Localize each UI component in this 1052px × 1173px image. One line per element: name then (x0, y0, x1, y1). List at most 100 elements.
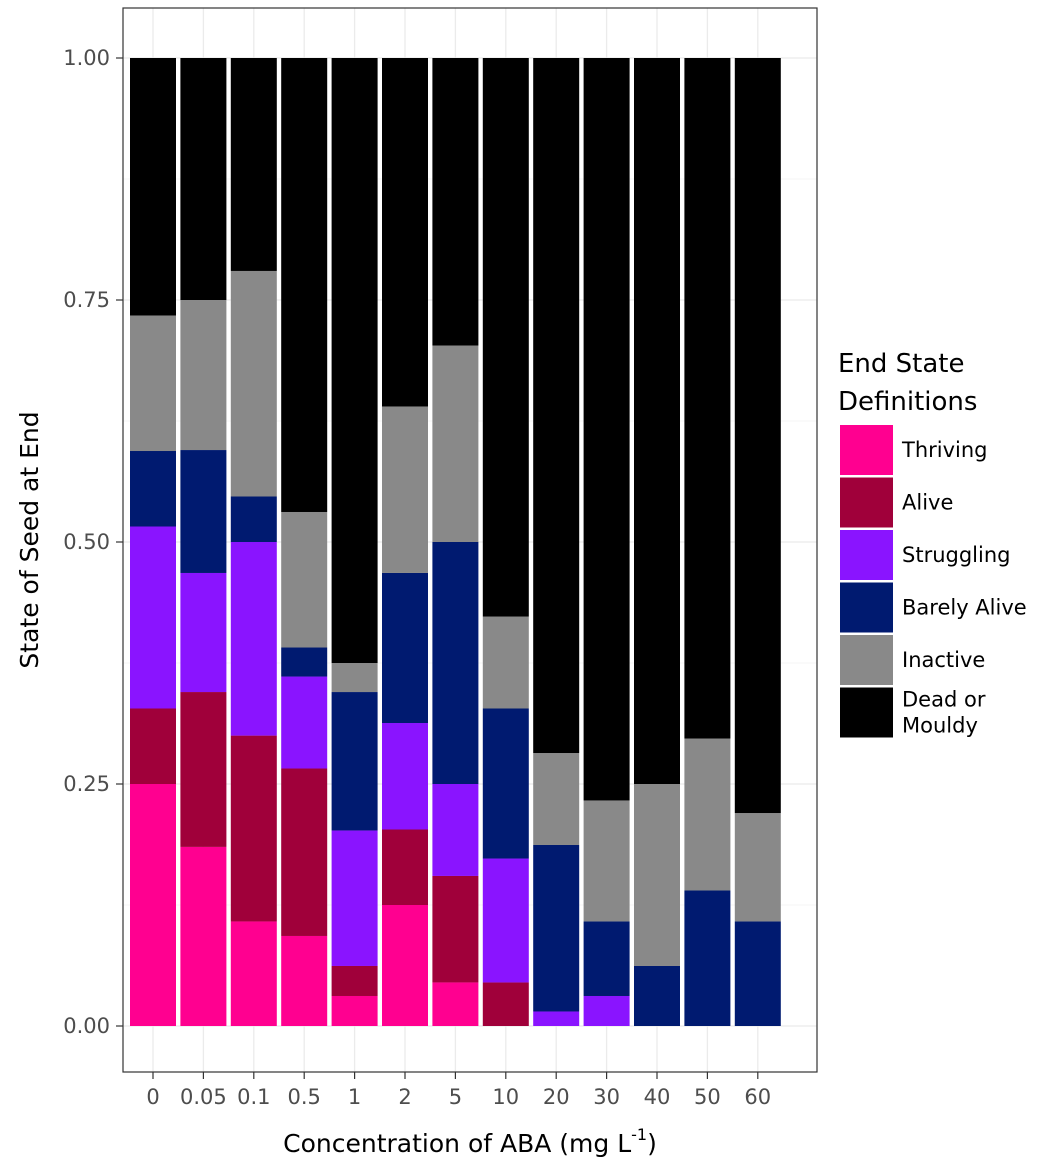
x-axis-title-superscript: -1 (631, 1125, 647, 1144)
x-tick-label: 2 (398, 1085, 411, 1109)
bar-segment (230, 496, 277, 542)
bars (130, 58, 781, 1026)
bar-segment (230, 542, 277, 736)
legend-label: Struggling (902, 543, 1010, 567)
bar-segment (382, 829, 428, 905)
legend: End State Definitions Thriving Alive Strug… (838, 349, 1027, 738)
legend-swatch (840, 582, 893, 633)
bar-segment (432, 58, 479, 346)
x-tick-label: 20 (543, 1085, 570, 1109)
bar-segment (230, 58, 277, 271)
bar-segment (180, 692, 227, 847)
bar-segment (180, 300, 227, 451)
x-tick-label: 0 (146, 1085, 159, 1109)
bar-segment (130, 451, 176, 527)
legend-title-line-2: Definitions (838, 387, 977, 417)
x-tick-label: 50 (694, 1085, 721, 1109)
bar-segment (331, 692, 378, 831)
bar-segment (533, 844, 580, 1012)
legend-swatch (840, 635, 893, 685)
bar-segment (331, 663, 378, 693)
bar-segment (482, 708, 529, 859)
bar-segment (180, 572, 227, 693)
legend-title-line-1: End State (838, 349, 965, 379)
bar-segment (382, 572, 428, 724)
bar-segment (130, 58, 176, 316)
bar-segment (382, 905, 428, 1026)
legend-swatch (840, 477, 893, 528)
bar-segment (331, 58, 378, 663)
bar-segment (382, 58, 428, 407)
bar-segment (734, 813, 781, 922)
legend-label-line: Thriving (901, 438, 988, 462)
x-tick-label: 10 (492, 1085, 519, 1109)
x-tick-label: 30 (593, 1085, 620, 1109)
bar-segment (533, 58, 580, 754)
bar-segment (180, 846, 227, 1026)
bar-segment (180, 450, 227, 573)
bar-segment (180, 58, 227, 300)
y-tick-label: 0.50 (63, 530, 110, 554)
y-tick-label: 0.75 (63, 288, 110, 312)
y-tick-label: 0.00 (63, 1014, 110, 1038)
bar-segment (482, 982, 529, 1026)
bar-segment (734, 58, 781, 814)
x-tick-label: 60 (744, 1085, 771, 1109)
legend-swatch (840, 687, 893, 738)
legend-label: Barely Alive (902, 596, 1027, 620)
bar-segment (331, 965, 378, 996)
legend-label: Inactive (902, 648, 985, 672)
plot-panel-border (122, 7, 818, 1073)
bar-segment (432, 875, 479, 983)
bar-segment (583, 800, 630, 922)
legend-label-line: Alive (902, 491, 953, 515)
legend-label-line: Dead or (902, 688, 986, 712)
bar-segment (281, 935, 328, 1026)
legend-items: Thriving Alive Struggling Barely Alive Inact… (840, 425, 1027, 738)
bar-segment (130, 708, 176, 784)
legend-swatch (840, 425, 893, 475)
bar-segment (382, 723, 428, 830)
bar-segment (432, 345, 479, 542)
bar-segment (230, 921, 277, 1026)
x-axis-ticks: 0 0.05 0.1 0.5 1 2 5 10 20 30 40 50 60 (146, 1072, 771, 1109)
bar-segment (281, 58, 328, 512)
bar-segment (130, 526, 176, 709)
bar-segment (331, 830, 378, 966)
bar-segment (281, 511, 328, 648)
bar-segment (684, 58, 731, 739)
x-tick-label: 0.05 (180, 1085, 227, 1109)
x-axis-title-main: Concentration of ABA (mg L (283, 1129, 631, 1158)
bar-segment (533, 753, 580, 845)
y-tick-label: 1.00 (63, 46, 110, 70)
bar-segment (533, 1011, 580, 1026)
bar-segment (281, 768, 328, 936)
bar-segment (281, 647, 328, 677)
x-axis-title: Concentration of ABA (mg L-1) (283, 1125, 657, 1158)
bar-segment (634, 58, 680, 784)
bar-segment (482, 858, 529, 983)
bar-segment (734, 921, 781, 1026)
bar-segment (583, 921, 630, 996)
bar-segment (382, 406, 428, 573)
bar-segment (634, 784, 680, 966)
x-tick-label: 5 (449, 1085, 462, 1109)
bar-segment (230, 270, 277, 497)
bar-segment (583, 995, 630, 1026)
y-axis-title: State of Seed at End (15, 411, 44, 668)
bar-segment (281, 676, 328, 769)
x-tick-label: 0.5 (287, 1085, 320, 1109)
legend-label-line: Barely Alive (902, 596, 1027, 620)
x-tick-label: 40 (644, 1085, 671, 1109)
bar-segment (130, 315, 176, 452)
bar-segment (684, 738, 731, 891)
y-tick-label: 0.25 (63, 772, 110, 796)
legend-label: Thriving (901, 438, 988, 462)
x-axis-title-suffix: ) (647, 1129, 657, 1158)
legend-label: Dead or Mouldy (902, 688, 986, 738)
bar-segment (432, 982, 479, 1026)
bar-segment (432, 542, 479, 784)
bar-segment (130, 784, 176, 1026)
bar-segment (634, 965, 680, 1026)
